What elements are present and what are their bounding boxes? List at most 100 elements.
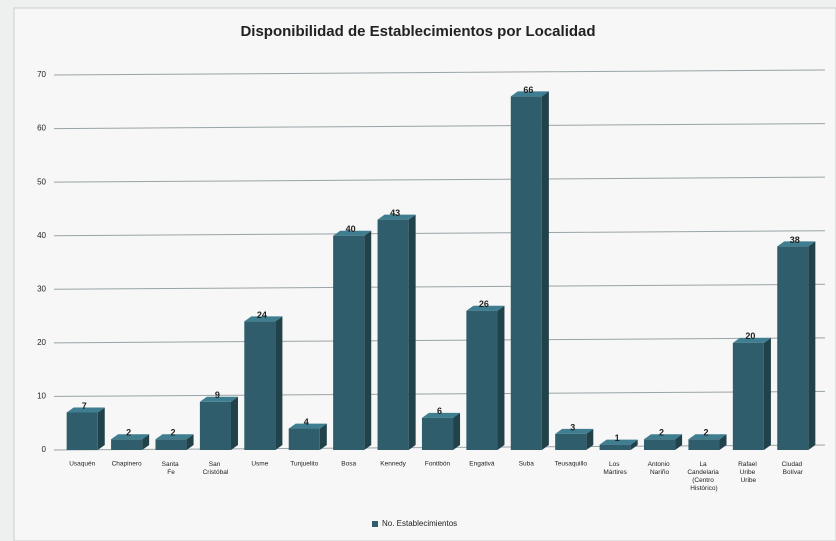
bar-top [199,396,238,402]
bar [777,246,809,450]
x-tick-label: Usme [251,461,268,468]
y-tick-label: 30 [37,284,46,293]
bar-top [288,423,327,429]
x-tick-label: Los Mártires [603,461,627,476]
bar-side [453,412,461,450]
data-label: 38 [790,235,800,245]
data-label: 66 [523,85,533,95]
bar [199,401,231,450]
bar [510,96,542,450]
bar [377,219,409,450]
bar [644,439,676,450]
bar [66,412,98,450]
grid-line [53,230,826,237]
x-tick-label: Kennedy [380,461,406,468]
legend-label: No. Establecimientos [382,519,457,528]
bar [466,310,498,450]
y-tick-label: 20 [37,338,46,347]
bar-top [555,428,594,434]
grid-line [53,337,826,344]
bar [688,439,720,450]
legend-swatch [372,521,378,527]
bar [555,433,587,450]
bar-top [377,214,416,220]
bar-top [732,337,771,343]
bar-top [111,434,150,440]
bar-top [688,434,727,440]
bar-top [510,91,549,97]
data-label: 9 [215,390,220,400]
data-label: 2 [171,428,176,438]
bar-side [497,305,505,450]
data-label: 2 [659,428,664,438]
bar [244,321,276,450]
x-tick-label: Fontibón [425,461,451,468]
chart-area [13,7,836,541]
data-label: 4 [304,417,309,427]
y-tick-label: 10 [37,392,46,401]
x-tick-label: Tunjuelito [290,461,318,468]
bar-top [66,407,105,413]
x-tick-label: Rafael Uribe Uribe [738,461,759,484]
data-label: 24 [257,310,267,320]
bar-side [230,396,238,450]
x-tick-label: Engativá [469,461,495,468]
bar-top [155,434,194,440]
bar [421,417,454,450]
x-tick-label: La Candelaria (Centro Histórico) [687,461,720,492]
grid-line [53,69,826,76]
bar-top [244,316,283,322]
data-label: 6 [437,406,442,416]
bar-side [630,439,638,450]
bar-side [142,434,150,450]
bar-top [333,230,372,236]
data-label: 2 [126,428,131,438]
data-label: 3 [570,422,575,432]
x-tick-label: Ciudad Bolívar [782,461,804,476]
y-tick-label: 0 [42,445,47,454]
bar-side [541,91,549,450]
bar-side [675,434,683,450]
bar-side [586,428,594,450]
bar-side [186,434,194,450]
x-tick-label: Teusaquillo [554,461,587,468]
bar [111,439,143,450]
bar-side [319,423,327,450]
bar-side [408,214,416,450]
grid-line [53,390,826,397]
data-label: 20 [745,331,755,341]
x-tick-label: Chapinero [112,461,142,468]
bar-side [364,230,372,450]
data-label: 7 [82,401,87,411]
x-tick-label: Antonio Nariño [648,461,672,476]
y-tick-label: 50 [37,177,46,186]
bar-side [808,241,816,450]
data-label: 1 [615,433,620,443]
bar-side [275,316,283,450]
data-label: 26 [479,299,489,309]
bar-top [599,439,638,445]
x-tick-label: Bosa [341,461,356,468]
x-tick-label: Santa Fe [162,461,181,476]
bar-top [421,412,461,418]
bar-side [763,337,771,450]
data-label: 40 [346,224,356,234]
x-tick-label: Usaquén [69,461,95,468]
bar-top [466,305,505,311]
y-tick-label: 60 [37,124,46,133]
bar-side [97,407,105,450]
bar [732,342,764,450]
grid-line [53,176,826,183]
data-label: 43 [390,208,400,218]
bar [288,428,320,450]
bar-top [777,241,816,247]
grid-line [53,123,826,130]
y-tick-label: 70 [37,70,46,79]
x-tick-label: San Cristóbal [203,461,229,476]
y-tick-label: 40 [37,231,46,240]
bar [333,235,365,450]
x-tick-label: Suba [519,461,535,468]
bar [155,439,187,450]
grid-line [53,283,826,290]
bar [599,444,631,450]
